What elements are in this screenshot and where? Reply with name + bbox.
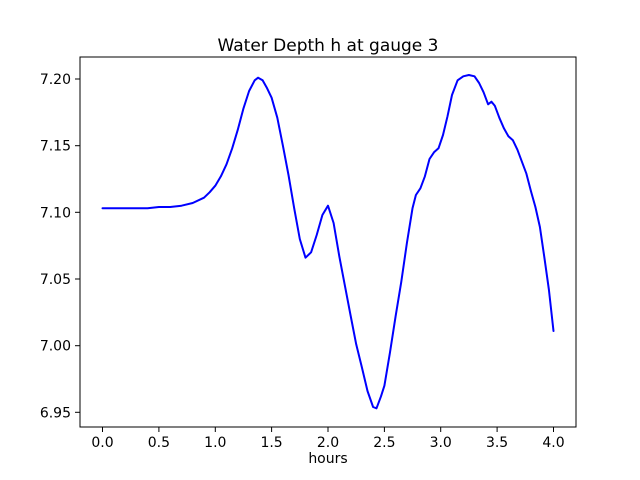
x-tick-label: 1.5: [260, 435, 282, 451]
x-tick-label: 1.0: [204, 435, 226, 451]
y-tick-label: 7.10: [40, 205, 71, 221]
y-tick-label: 7.00: [40, 339, 71, 355]
y-tick-label: 7.15: [40, 139, 71, 155]
y-tick-label: 7.05: [40, 272, 71, 288]
x-tick-label: 0.0: [91, 435, 113, 451]
x-tick-label: 2.0: [317, 435, 339, 451]
x-axis-label: hours: [308, 451, 348, 467]
chart-title: Water Depth h at gauge 3: [217, 36, 439, 56]
y-tick-label: 6.95: [40, 405, 71, 421]
x-tick-label: 0.5: [148, 435, 170, 451]
axes-frame: [79, 56, 577, 428]
x-tick-label: 4.0: [542, 435, 564, 451]
x-tick-label: 3.0: [430, 435, 452, 451]
water-depth-line: [101, 74, 555, 410]
x-tick-label: 3.5: [486, 435, 508, 451]
x-tick-label: 2.5: [373, 435, 395, 451]
y-tick-label: 7.20: [40, 72, 71, 88]
